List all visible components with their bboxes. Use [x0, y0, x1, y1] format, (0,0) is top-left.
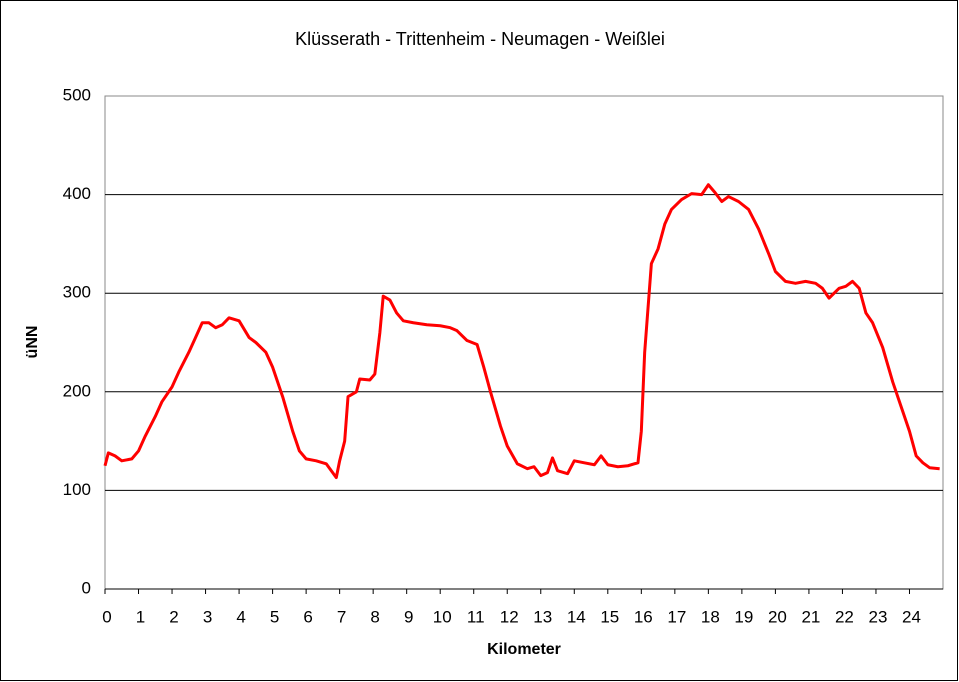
x-tick-label: 17: [667, 607, 686, 626]
x-axis-title: Kilometer: [487, 641, 561, 658]
x-tick-label: 22: [835, 607, 854, 626]
x-tick-label: 6: [303, 607, 312, 626]
x-tick-label: 9: [404, 607, 413, 626]
x-tick-label: 11: [467, 607, 485, 626]
x-tick-label: 23: [868, 607, 887, 626]
x-tick-label: 1: [136, 607, 145, 626]
x-tick-label: 13: [533, 607, 552, 626]
x-tick-label: 20: [768, 607, 787, 626]
x-tick-label: 2: [169, 607, 178, 626]
y-tick-label: 400: [63, 184, 91, 203]
x-tick-label: 21: [801, 607, 820, 626]
y-tick-label: 300: [63, 283, 91, 302]
x-tick-label: 5: [270, 607, 279, 626]
x-tick-label: 24: [902, 607, 921, 626]
x-tick-label: 14: [567, 607, 586, 626]
x-tick-label: 3: [203, 607, 212, 626]
x-tick-label: 12: [500, 607, 519, 626]
y-tick-label: 200: [63, 381, 91, 400]
x-tick-label: 15: [600, 607, 619, 626]
x-tick-label: 19: [734, 607, 753, 626]
y-tick-label: 500: [63, 85, 91, 104]
x-tick-label: 8: [370, 607, 379, 626]
y-tick-label: 0: [82, 578, 91, 597]
plot-area: [104, 95, 944, 590]
y-axis-title: üNN: [24, 326, 41, 359]
x-tick-label: 10: [433, 607, 452, 626]
x-tick-label: 18: [701, 607, 720, 626]
x-tick-label: 7: [337, 607, 346, 626]
x-tick-label: 4: [236, 607, 245, 626]
line: [103, 183, 940, 480]
x-tick-label: 0: [102, 607, 111, 626]
y-tick-label: 100: [63, 480, 91, 499]
x-tick-label: 16: [634, 607, 653, 626]
chart-title: Klüsserath - Trittenheim - Neumagen - We…: [295, 29, 665, 49]
